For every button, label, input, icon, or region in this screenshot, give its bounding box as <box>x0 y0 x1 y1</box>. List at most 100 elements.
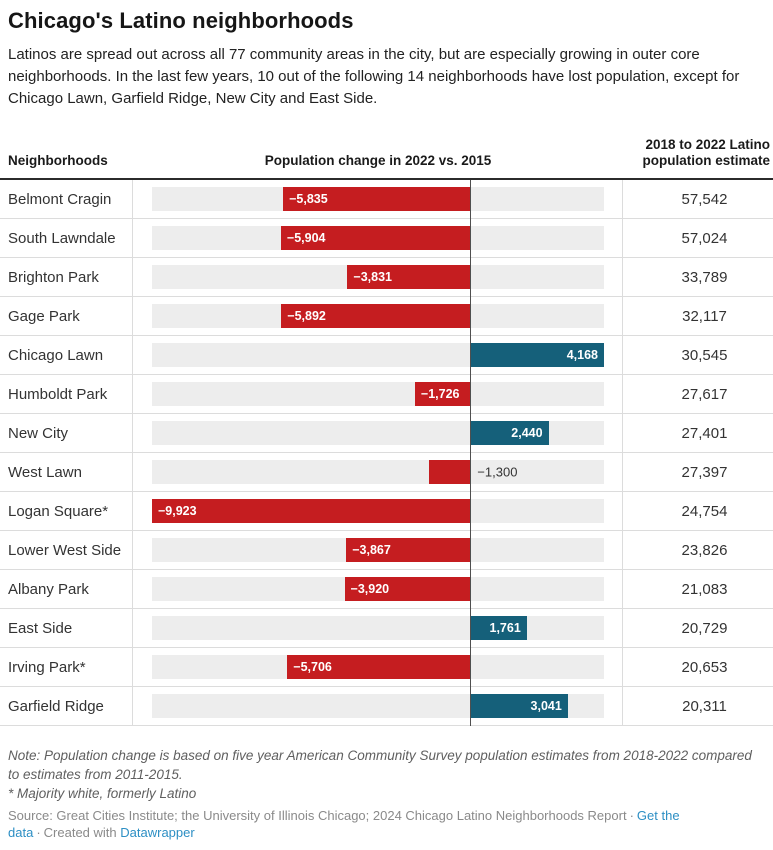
bar-track: −1,300 <box>152 460 604 485</box>
table-row: Gage Park −5,892 32,117 <box>0 297 773 337</box>
bar-track: −9,923 <box>152 499 604 524</box>
change-value-label: −5,835 <box>289 192 328 207</box>
separator-dot: · <box>629 808 634 824</box>
estimate-value: 20,653 <box>681 658 728 676</box>
table-row: Lower West Side −3,867 23,826 <box>0 531 773 571</box>
table-row: East Side 1,761 20,729 <box>0 609 773 649</box>
data-table: Neighborhoods Population change in 2022 … <box>0 123 773 727</box>
neighborhood-label: West Lawn <box>8 463 82 481</box>
estimate-value: 27,617 <box>681 385 728 403</box>
change-bar: 1,761 <box>470 616 527 641</box>
bar-track: −3,831 <box>152 265 604 290</box>
change-value-label: −1,300 <box>477 464 518 480</box>
neighborhood-label: Irving Park* <box>8 658 86 676</box>
change-bar: −5,706 <box>287 655 471 680</box>
change-bar: −5,835 <box>283 187 471 212</box>
table-row: Garfield Ridge 3,041 20,311 <box>0 687 773 727</box>
change-value-label: −9,923 <box>158 504 197 519</box>
table-row: Logan Square* −9,923 24,754 <box>0 492 773 532</box>
change-value-label: −5,706 <box>293 660 332 675</box>
change-bar: 4,168 <box>470 343 604 368</box>
zero-axis-line <box>470 180 472 727</box>
chart-header: Chicago's Latino neighborhoods Latinos a… <box>0 0 773 109</box>
estimate-value: 32,117 <box>682 307 727 325</box>
page-title: Chicago's Latino neighborhoods <box>8 8 354 33</box>
source-text: Source: Great Cities Institute; the Univ… <box>8 808 627 824</box>
neighborhood-label: Garfield Ridge <box>8 697 104 715</box>
change-bar: 3,041 <box>470 694 568 719</box>
estimate-value: 23,826 <box>681 541 728 559</box>
table-row: Belmont Cragin −5,835 57,542 <box>0 180 773 220</box>
bar-track: 3,041 <box>152 694 604 719</box>
table-row: West Lawn −1,300 27,397 <box>0 453 773 493</box>
bar-track: −3,920 <box>152 577 604 602</box>
change-bar: −1,726 <box>414 382 471 407</box>
neighborhood-label: Chicago Lawn <box>8 346 104 364</box>
change-bar: −5,892 <box>281 304 471 329</box>
datawrapper-link[interactable]: Datawrapper <box>120 825 195 841</box>
change-bar: −3,920 <box>344 577 471 602</box>
neighborhood-label: Lower West Side <box>8 541 122 559</box>
asterisk-note: * Majority white, formerly Latino <box>8 785 197 801</box>
estimate-value: 57,542 <box>681 190 728 208</box>
neighborhood-label: New City <box>8 424 69 442</box>
change-bar: −5,904 <box>280 226 471 251</box>
bar-track: −5,706 <box>152 655 604 680</box>
bar-track: −3,867 <box>152 538 604 563</box>
estimate-value: 27,401 <box>681 424 728 442</box>
estimate-value: 20,729 <box>681 619 728 637</box>
change-value-label: 2,440 <box>511 426 543 441</box>
table-body: Belmont Cragin −5,835 57,542 South Lawnd… <box>0 180 773 727</box>
bar-track: −5,904 <box>152 226 604 251</box>
table-row: South Lawndale −5,904 57,024 <box>0 219 773 259</box>
estimate-value: 24,754 <box>681 502 728 520</box>
change-bar <box>428 460 471 485</box>
column-header-population-change: Population change in 2022 vs. 2015 <box>264 153 492 169</box>
change-value-label: 4,168 <box>566 348 598 363</box>
estimate-value: 27,397 <box>681 463 728 481</box>
table-row: Humboldt Park −1,726 27,617 <box>0 375 773 415</box>
table-row: Brighton Park −3,831 33,789 <box>0 258 773 298</box>
created-with-text: Created with <box>43 825 117 841</box>
column-header-estimate: 2018 to 2022 Latino population estimate <box>642 136 770 169</box>
estimate-value: 33,789 <box>681 268 728 286</box>
neighborhood-label: Albany Park <box>8 580 89 598</box>
change-bar: −3,831 <box>347 265 471 290</box>
bar-track: 4,168 <box>152 343 604 368</box>
estimate-value: 21,083 <box>681 580 728 598</box>
change-value-label: −5,892 <box>287 309 326 324</box>
table-row: Irving Park* −5,706 20,653 <box>0 648 773 688</box>
change-bar: −9,923 <box>152 499 471 524</box>
neighborhood-label: Logan Square* <box>8 502 109 520</box>
neighborhood-label: Brighton Park <box>8 268 99 286</box>
change-value-label: 1,761 <box>489 621 521 636</box>
bar-track: −5,892 <box>152 304 604 329</box>
table-row: New City 2,440 27,401 <box>0 414 773 454</box>
bar-track: −1,726 <box>152 382 604 407</box>
table-row: Albany Park −3,920 21,083 <box>0 570 773 610</box>
neighborhood-label: Belmont Cragin <box>8 190 112 208</box>
neighborhood-label: Humboldt Park <box>8 385 108 403</box>
bar-track: 2,440 <box>152 421 604 446</box>
neighborhood-label: East Side <box>8 619 73 637</box>
estimate-value: 57,024 <box>681 229 728 247</box>
bar-track: 1,761 <box>152 616 604 641</box>
source-line: Source: Great Cities Institute; the Univ… <box>8 808 765 842</box>
change-value-label: −3,867 <box>352 543 391 558</box>
table-row: Chicago Lawn 4,168 30,545 <box>0 336 773 376</box>
neighborhood-label: South Lawndale <box>8 229 116 247</box>
chart-footer: Note: Population change is based on five… <box>0 726 773 850</box>
change-value-label: −3,920 <box>350 582 390 597</box>
bar-track: −5,835 <box>152 187 604 212</box>
column-header-neighborhoods: Neighborhoods <box>8 153 108 169</box>
estimate-value: 20,311 <box>682 697 727 715</box>
table-header-row: Neighborhoods Population change in 2022 … <box>0 123 773 181</box>
change-value-label: −5,904 <box>286 231 326 246</box>
estimate-value: 30,545 <box>681 346 728 364</box>
change-value-label: −1,726 <box>420 387 460 402</box>
change-bar: 2,440 <box>470 421 549 446</box>
change-value-label: −3,831 <box>353 270 392 285</box>
chart-description: Latinos are spread out across all 77 com… <box>8 46 740 107</box>
separator-dot: · <box>36 825 41 841</box>
